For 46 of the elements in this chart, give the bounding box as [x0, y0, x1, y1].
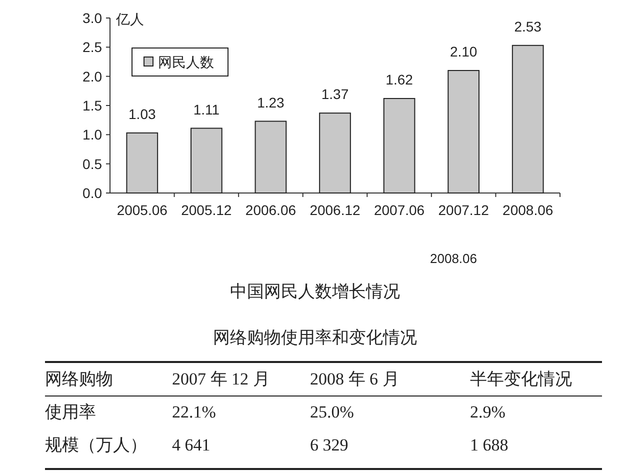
text: 1.37 [321, 86, 349, 102]
text: 1.62 [386, 72, 413, 88]
text: 2008.06 [430, 251, 477, 266]
text: 1.11 [193, 101, 220, 118]
text: 2008 年 6 月 [310, 370, 400, 388]
text: 1.03 [128, 106, 156, 122]
bar [512, 44, 544, 194]
text: 网络购物 [45, 370, 113, 388]
y-tick-label: 2.5 [82, 39, 102, 56]
y-tick-label: 3.0 [82, 10, 102, 26]
x-tick-label: 2006.06 [245, 202, 296, 218]
bar [126, 132, 158, 194]
text: 2.9% [470, 402, 506, 422]
text: 1.23 [257, 94, 284, 110]
y-axis-title: 亿人 [115, 11, 144, 27]
legend-label: 网民人数 [158, 54, 214, 70]
bar [448, 70, 480, 194]
text: 6 329 [310, 436, 348, 454]
bar [254, 120, 287, 194]
text: 4 641 [172, 436, 210, 454]
x-tick-label: 2005.12 [181, 202, 232, 218]
bar [190, 128, 222, 194]
text: 2007 年 12 月 [172, 370, 270, 388]
text: 使用率 [45, 402, 96, 422]
x-tick-label: 2006.12 [310, 202, 361, 218]
text: 22.1% [172, 402, 216, 422]
text: 2.53 [514, 18, 542, 34]
legend: 网民人数 [132, 48, 228, 76]
bar [383, 98, 416, 194]
text: 中国网民人数增长情况 [230, 282, 400, 301]
x-tick-label: 2007.12 [438, 202, 490, 218]
text: 1 688 [470, 436, 508, 454]
x-tick-label: 2007.06 [374, 202, 425, 218]
y-tick-label: 2.0 [82, 68, 102, 84]
text: 规模（万人） [45, 436, 147, 454]
y-tick-label: 1.0 [82, 126, 102, 143]
x-tick-label: 2008.06 [502, 202, 554, 218]
text: 半年变化情况 [470, 370, 572, 388]
x-tick-label: 2005.06 [116, 202, 168, 218]
text: 网络购物使用率和变化情况 [213, 328, 417, 347]
y-tick-label: 0.5 [82, 156, 102, 172]
text: 25.0% [310, 402, 354, 422]
bar [319, 112, 351, 194]
y-tick-label: 0.0 [82, 185, 102, 201]
text: 2.10 [450, 44, 478, 60]
y-tick-label: 1.5 [82, 98, 102, 114]
